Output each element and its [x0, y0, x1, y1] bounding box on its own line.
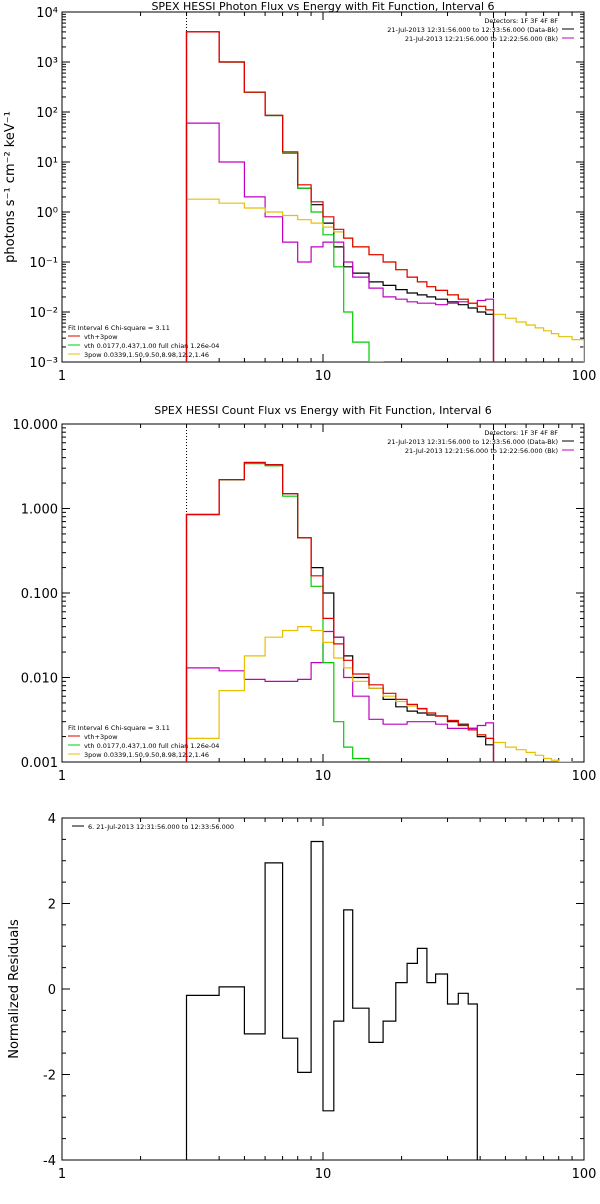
y-tick-label: 0.010 — [21, 672, 58, 687]
legend-entry: Detectors: 1F 3F 4F 8F — [484, 17, 558, 25]
legend-entry: 3pow 0.0339,1.50,9.50,8.98,12.2,1.46 — [84, 351, 209, 359]
y-tick-label: 2 — [48, 898, 56, 913]
legend-entry: vth+3pow — [84, 733, 118, 741]
series-line-6-21-jul-2013-12-31-56-000-to- — [185, 840, 478, 1160]
chart-panel-1: SPEX HESSI Photon Flux vs Energy with Fi… — [3, 0, 596, 384]
series-line-bk — [185, 630, 495, 762]
y-tick-label: 0.100 — [21, 587, 58, 602]
x-tick-label: 100 — [572, 769, 597, 784]
series-line-vth-3pow — [185, 461, 495, 762]
x-tick-label: 1 — [58, 1167, 66, 1182]
legend-entry: Fit Interval 6 Chi-square = 3.11 — [68, 724, 170, 732]
series-group — [185, 840, 478, 1160]
y-tick-label: 1.000 — [21, 503, 58, 518]
x-tick-label: 10 — [315, 369, 332, 384]
y-tick-label: 4 — [48, 812, 56, 827]
series-line-vth-3pow — [185, 31, 495, 362]
y-tick-label: 0 — [48, 983, 56, 998]
series-group — [185, 461, 573, 762]
legend-entry: Fit Interval 6 Chi-square = 3.11 — [68, 324, 170, 332]
y-tick-label: 10³ — [36, 56, 58, 71]
y-tick-label: 10² — [36, 106, 58, 121]
x-tick-label: 100 — [572, 1167, 597, 1182]
legend-entry: 21-Jul-2013 12:21:56.000 to 12:22:56.000… — [405, 35, 558, 43]
legend-entry: 6. 21-Jul-2013 12:31:56.000 to 12:33:56.… — [88, 823, 234, 831]
series-line-bk — [185, 122, 495, 362]
series-line-3pow — [185, 198, 584, 362]
y-tick-label: 10⁴ — [36, 6, 58, 21]
y-tick-label: 10⁻² — [29, 306, 58, 321]
series-line-data-bk — [185, 31, 495, 362]
x-tick-label: 1 — [58, 769, 66, 784]
legend-entry: 21-Jul-2013 12:31:56.000 to 12:33:56.000… — [387, 26, 558, 34]
series-group — [185, 31, 584, 362]
y-tick-label: 10¹ — [36, 156, 58, 171]
legend-entry: vth 0.0177,0.437,1.00 full chian 1.26e-0… — [84, 342, 219, 350]
x-tick-label: 10 — [315, 1167, 332, 1182]
legend-entry: vth 0.0177,0.437,1.00 full chian 1.26e-0… — [84, 742, 219, 750]
y-tick-label: 10⁻³ — [29, 356, 58, 371]
y-tick-label: 10⁰ — [36, 206, 58, 221]
x-tick-label: 1 — [58, 369, 66, 384]
legend-entry: 3pow 0.0339,1.50,9.50,8.98,12.2,1.46 — [84, 751, 209, 759]
y-tick-label: 10.000 — [13, 418, 59, 433]
chart-panel-3: 1 10 100 -4 -2 0 2 4 Normalized Residuals 6. 21-J… — [7, 812, 596, 1182]
y-axis-label: photons s⁻¹ cm⁻² keV⁻¹ — [3, 111, 18, 263]
legend-entry: vth+3pow — [84, 333, 118, 341]
y-tick-label: 10⁻¹ — [29, 256, 58, 271]
legend-entry: 21-Jul-2013 12:21:56.000 to 12:22:56.000… — [405, 447, 558, 455]
plot-frame — [61, 11, 585, 363]
series-line-vth — [185, 463, 370, 762]
y-axis-label: Normalized Residuals — [7, 919, 22, 1059]
series-line-3pow — [185, 626, 573, 762]
chart-panel-2: SPEX HESSI Count Flux vs Energy with Fit… — [13, 404, 597, 784]
x-tick-label: 10 — [315, 769, 332, 784]
y-tick-label: -2 — [43, 1069, 56, 1084]
chart-title: SPEX HESSI Count Flux vs Energy with Fit… — [154, 404, 491, 417]
x-tick-label: 100 — [572, 369, 597, 384]
legend-entry: Detectors: 1F 3F 4F 8F — [484, 429, 558, 437]
chart-title: SPEX HESSI Photon Flux vs Energy with Fi… — [151, 0, 494, 13]
y-tick-label: 0.001 — [21, 756, 58, 771]
legend-entry: 21-Jul-2013 12:31:56.000 to 12:33:56.000… — [387, 438, 558, 446]
y-tick-label: -4 — [43, 1154, 56, 1169]
